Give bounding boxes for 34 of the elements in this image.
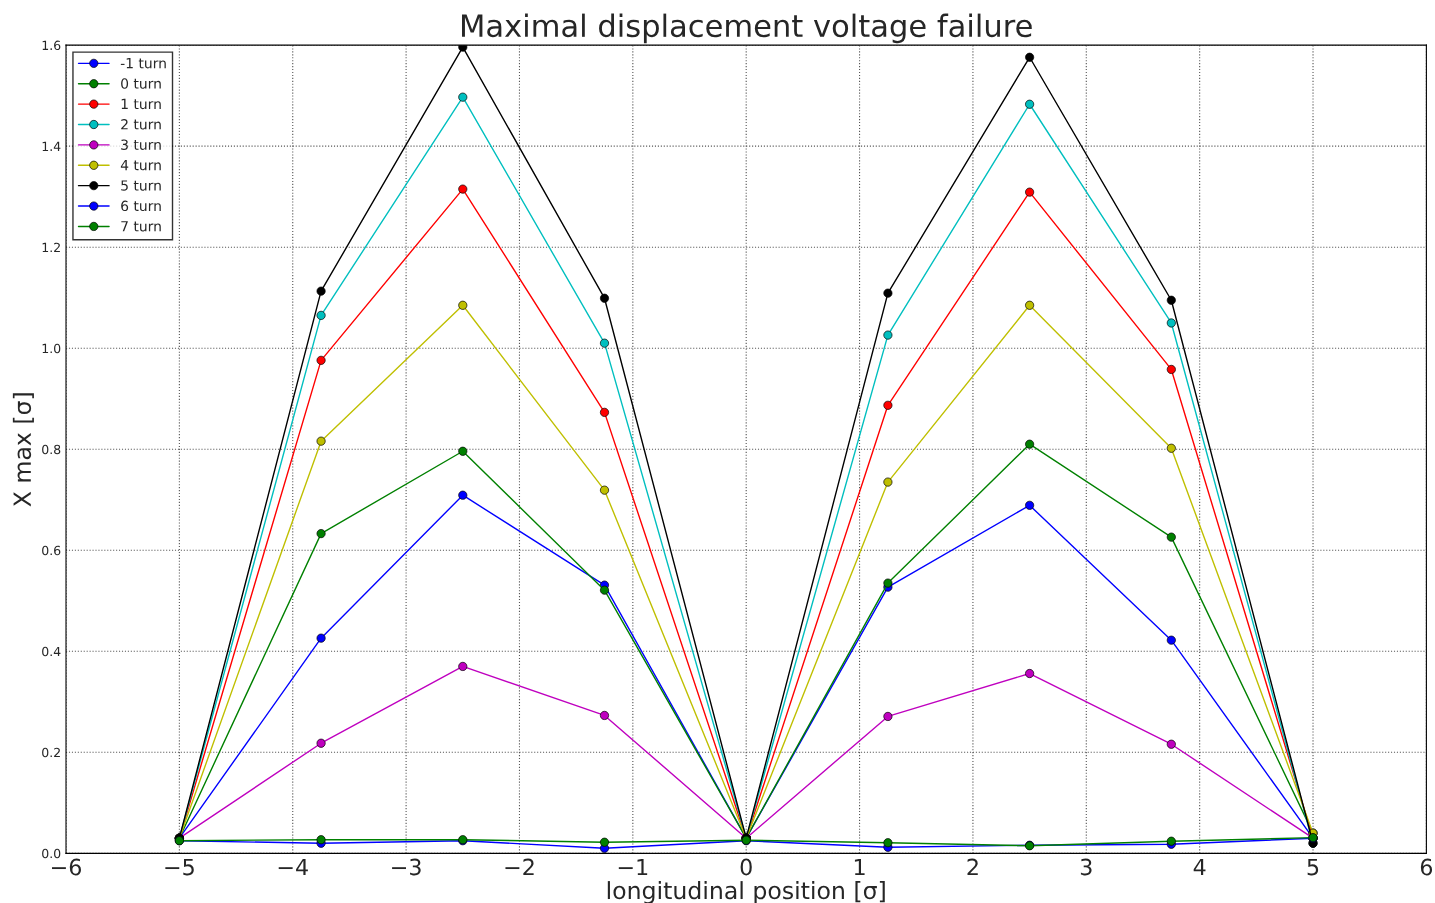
x-axis-title: longitudinal position [σ] [607, 881, 885, 903]
y-tick-label: 0.6 [42, 545, 61, 556]
legend-label: 5 turn [121, 180, 161, 191]
x-tick-label: 6 [1420, 858, 1433, 876]
x-tick-label: −1 [618, 858, 648, 876]
x-tick-label: −4 [278, 858, 308, 876]
legend-label: 3 turn [121, 139, 161, 150]
y-tick-label: 0.4 [42, 646, 61, 657]
x-tick-label: −3 [392, 858, 421, 876]
y-tick-label: 0.8 [42, 444, 61, 455]
x-tick-label: −2 [505, 858, 534, 876]
legend-label: 6 turn [121, 200, 161, 212]
y-tick-label: 1.0 [42, 343, 61, 354]
x-tick-label: −6 [51, 858, 81, 876]
x-tick-label: −5 [165, 858, 194, 876]
x-tick-label: 2 [967, 858, 978, 876]
x-tick-label: 1 [854, 858, 865, 876]
x-tick-label: 4 [1193, 858, 1206, 876]
x-tick-label: 3 [1080, 858, 1092, 876]
x-tick-label: 5 [1307, 858, 1319, 876]
legend-label: 1 turn [121, 98, 161, 110]
y-axis-title: X max [σ] [12, 393, 34, 507]
legend-label: -1 turn [120, 58, 166, 69]
legend-label: 4 turn [120, 160, 161, 171]
legend-label: 2 turn [121, 119, 161, 130]
y-tick-label: 0.0 [42, 848, 61, 859]
y-tick-label: 1.2 [42, 242, 60, 252]
y-tick-label: 1.6 [42, 40, 61, 51]
chart-title: Maximal displacement voltage failure [462, 13, 1032, 44]
legend-label: 7 turn [121, 221, 161, 232]
legend-label: 0 turn [121, 78, 161, 89]
y-tick-label: 1.4 [42, 141, 61, 151]
y-tick-label: 0.2 [42, 747, 60, 758]
x-tick-label: 0 [740, 858, 752, 876]
